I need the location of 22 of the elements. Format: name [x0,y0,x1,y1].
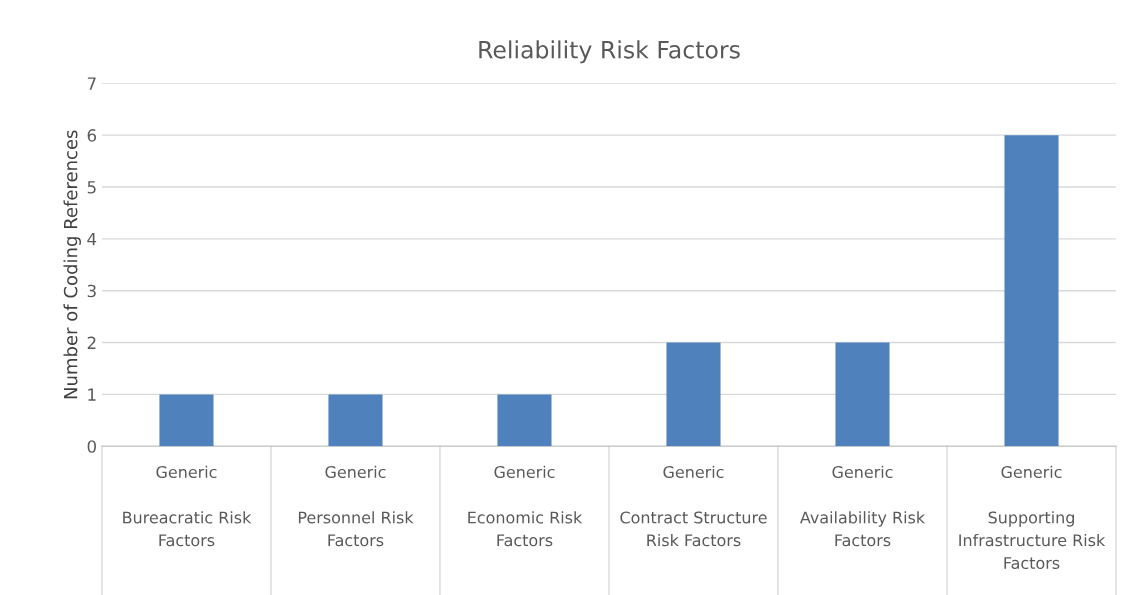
bar [159,394,214,447]
y-tick-label: 4 [87,233,97,246]
y-tick-label: 1 [88,388,96,401]
bar [497,394,552,447]
y-tick-label: 0 [87,440,96,453]
y-axis-title: Number of Coding References [63,130,81,399]
category-label: Generic Personnel Risk Factors [298,465,414,547]
category-label: Generic Supporting Infrastructure Risk Factors [959,465,1106,570]
bar [666,342,721,447]
bar [835,342,890,447]
category-label: Generic Economic Risk Factors [468,465,583,547]
y-tick-label: 6 [87,129,97,142]
category-label: Generic Availability Risk Factors [800,465,926,547]
y-tick-label: 5 [87,181,96,194]
y-tick-label: 2 [87,336,96,349]
category-label: Generic Bureacratic Risk Factors [123,465,252,547]
y-tick-label: 3 [87,284,96,298]
bar [1004,135,1059,447]
category-label: Generic Contract Structure Risk Factors [620,465,767,547]
y-tick-label: 7 [87,77,96,90]
chart-title: Reliability Risk Factors [479,40,740,64]
bar [328,394,383,447]
